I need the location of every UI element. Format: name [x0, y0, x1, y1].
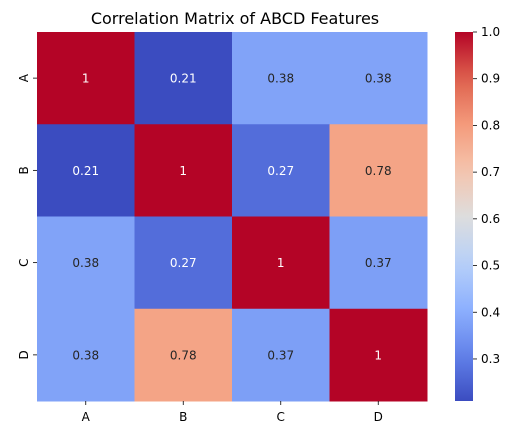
colorbar-ticks: 0.3 0.4 0.5 0.6 0.7 0.8 0.9 1.0	[473, 25, 500, 366]
colorbar-tick-label: 0.3	[481, 352, 500, 366]
heatmap-cell-B-A	[37, 124, 135, 217]
heatmap-cell-C-C	[232, 216, 330, 310]
heatmap-cell-B-D	[329, 124, 428, 217]
cell-annotation-D-B: 0.78	[170, 348, 197, 362]
y-axis-ticks: A B C D	[17, 73, 37, 360]
y-tick-label-B: B	[17, 166, 31, 174]
cell-annotation-A-A: 1	[82, 72, 90, 86]
cell-annotation-A-B: 0.21	[170, 72, 197, 86]
cell-annotation-D-C: 0.37	[267, 348, 294, 362]
heatmap-cell-B-C	[232, 124, 330, 217]
cell-annotation-C-C: 1	[277, 256, 285, 270]
heatmap-cell-C-A	[37, 216, 135, 310]
colorbar-tick-label: 0.4	[481, 305, 500, 319]
heatmap-cells: 1 0.21 0.38 0.38 0.21 1 0.27 0.78 0.38 0.27 1 0.37 0…	[37, 32, 428, 402]
x-axis-ticks: A B C D	[82, 401, 383, 424]
heatmap-cell-A-A	[37, 32, 135, 125]
heatmap-cell-D-D	[329, 308, 428, 402]
heatmap-cell-C-D	[329, 216, 428, 310]
cell-annotation-D-A: 0.38	[72, 348, 99, 362]
cell-annotation-A-C: 0.38	[267, 72, 294, 86]
chart-title: Correlation Matrix of ABCD Features	[91, 9, 379, 28]
cell-annotation-D-D: 1	[374, 348, 382, 362]
cell-annotation-C-B: 0.27	[170, 256, 197, 270]
heatmap-cell-B-B	[134, 124, 233, 217]
heatmap-cell-D-B	[134, 308, 233, 402]
heatmap-cell-A-D	[329, 32, 428, 125]
x-tick-label-C: C	[277, 410, 285, 424]
cell-annotation-A-D: 0.38	[365, 72, 392, 86]
colorbar-tick-label: 0.7	[481, 165, 500, 179]
cell-annotation-C-D: 0.37	[365, 256, 392, 270]
heatmap-cell-D-A	[37, 308, 135, 402]
x-tick-label-D: D	[374, 410, 383, 424]
cell-annotation-B-A: 0.21	[72, 164, 99, 178]
y-tick-label-D: D	[17, 350, 31, 359]
heatmap-cell-A-B	[134, 32, 233, 125]
y-tick-label-A: A	[17, 73, 31, 82]
colorbar-tick-label: 0.8	[481, 118, 500, 132]
colorbar-tick-label: 0.6	[481, 212, 500, 226]
heatmap-cell-D-C	[232, 308, 330, 402]
colorbar-tick-label: 1.0	[481, 25, 500, 39]
colorbar-tick-label: 0.5	[481, 259, 500, 273]
y-tick-label-C: C	[17, 258, 31, 266]
x-tick-label-B: B	[179, 410, 187, 424]
cell-annotation-B-D: 0.78	[365, 164, 392, 178]
cell-annotation-B-B: 1	[179, 164, 187, 178]
cell-annotation-C-A: 0.38	[72, 256, 99, 270]
colorbar-tick-label: 0.9	[481, 72, 500, 86]
x-tick-label-A: A	[82, 410, 91, 424]
heatmap-cell-C-B	[134, 216, 233, 310]
colorbar	[455, 32, 473, 401]
cell-annotation-B-C: 0.27	[267, 164, 294, 178]
heatmap-cell-A-C	[232, 32, 330, 125]
